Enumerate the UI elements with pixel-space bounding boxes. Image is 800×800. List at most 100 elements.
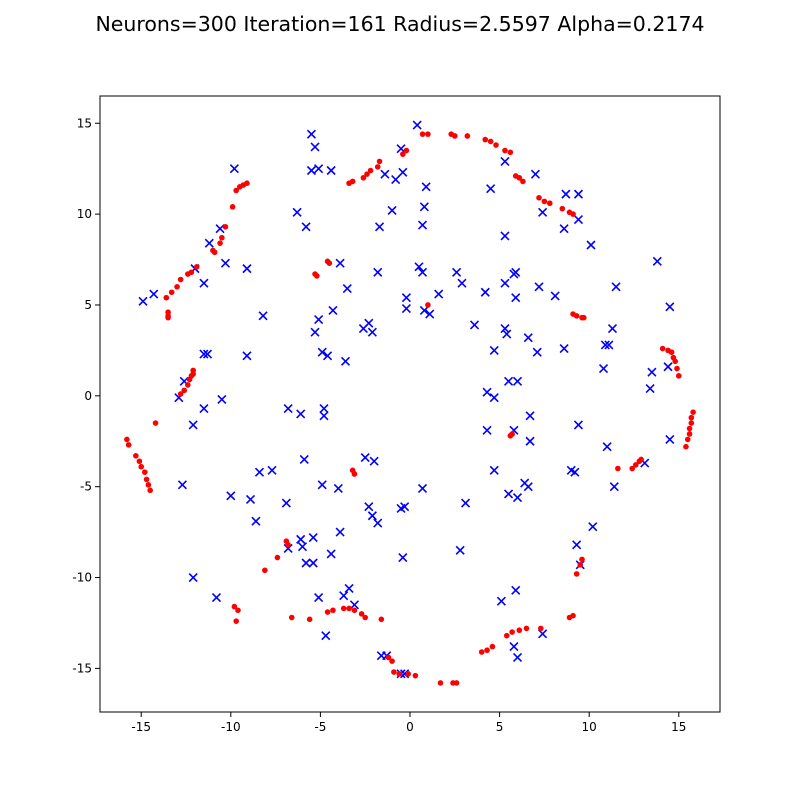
neuron-x-marker (373, 267, 383, 277)
neuron-x-marker (607, 324, 618, 334)
x-tick-label: 0 (406, 720, 414, 734)
neuron-x-marker (301, 558, 311, 568)
data-point-dot (165, 314, 171, 321)
neuron-x-marker (380, 169, 390, 179)
data-point-dot (683, 443, 689, 450)
neuron-x-marker (602, 442, 612, 452)
data-point-dot (672, 358, 679, 365)
data-point-dot (482, 136, 489, 143)
neuron-x-marker (525, 411, 535, 421)
data-point-dot (453, 680, 460, 686)
data-point-dot (314, 273, 320, 279)
axes: -15 -10 -5 0 5 10 15 -15 -10 -5 0 5 10 15 (72, 116, 686, 734)
neuron-x-marker (299, 454, 309, 464)
neuron-x-marker (226, 491, 236, 501)
data-point-dot (262, 567, 268, 574)
neuron-x-marker (500, 231, 510, 241)
neuron-x-marker (500, 324, 510, 334)
neuron-x-marker (500, 278, 510, 288)
plot-marks (124, 120, 696, 686)
data-point-dot (231, 603, 238, 610)
x-tick-label: 15 (671, 720, 686, 734)
neuron-x-marker (254, 467, 265, 477)
data-point-dot (478, 649, 485, 655)
neuron-x-marker (525, 436, 535, 446)
neuron-x-marker (177, 480, 187, 490)
data-point-dot (351, 471, 358, 477)
neuron-x-marker (573, 420, 584, 430)
data-point-dot (419, 131, 426, 137)
data-point-dot (489, 643, 496, 650)
neuron-x-marker (598, 364, 609, 374)
data-point-dot (536, 194, 542, 201)
neuron-x-marker (665, 302, 675, 312)
neuron-x-marker (149, 289, 159, 299)
data-point-dot (324, 609, 331, 615)
neuron-x-marker (319, 411, 329, 421)
neuron-x-marker (400, 669, 410, 679)
data-point-dot (546, 200, 553, 207)
data-point-dot (222, 224, 229, 230)
neuron-x-marker (391, 175, 401, 185)
data-point-dot (493, 142, 499, 148)
data-point-dot (210, 247, 216, 254)
neuron-x-marker (417, 267, 428, 277)
data-point-dot (684, 436, 691, 443)
neuron-x-marker (503, 376, 514, 386)
neuron-x-marker (398, 167, 408, 177)
data-point-dot (405, 671, 412, 677)
neuron-x-marker (188, 572, 198, 583)
neuron-x-marker (588, 522, 598, 532)
data-point-dot (174, 283, 180, 290)
neuron-x-marker (328, 305, 338, 315)
neuron-x-marker (199, 403, 209, 414)
neuron-x-marker (267, 465, 277, 475)
data-point-dot (507, 149, 514, 156)
neuron-x-marker (570, 467, 580, 477)
neuron-x-marker (306, 165, 317, 176)
neuron-x-marker (496, 596, 506, 606)
data-point-dot (185, 271, 191, 277)
neuron-x-marker (296, 409, 306, 419)
neuron-x-marker (538, 629, 548, 639)
neuron-x-marker (480, 287, 490, 297)
data-point-dot (340, 605, 347, 612)
neuron-x-marker (242, 351, 252, 361)
data-point-dot (503, 632, 510, 639)
neuron-x-marker (534, 282, 544, 292)
data-point-dot (330, 607, 336, 614)
data-point-dot (638, 456, 644, 463)
data-point-dot (437, 680, 444, 686)
neuron-x-marker (489, 465, 499, 475)
data-point-dot (346, 605, 352, 612)
data-point-dot (274, 554, 281, 561)
neuron-x-marker (335, 258, 345, 268)
data-point-dot (219, 234, 225, 241)
neuron-x-marker (251, 516, 261, 526)
data-point-dot (632, 462, 639, 468)
neuron-x-marker (367, 327, 377, 337)
data-point-dot (686, 431, 693, 437)
neuron-x-marker (500, 156, 510, 166)
data-point-dot (362, 614, 369, 621)
data-point-dot (378, 616, 385, 623)
neuron-x-marker (457, 278, 467, 288)
data-point-dot (581, 314, 587, 321)
neuron-x-marker (314, 314, 324, 325)
neuron-x-marker (419, 202, 429, 212)
data-point-dot (233, 618, 239, 624)
neuron-x-marker (573, 214, 584, 225)
data-point-dot (143, 476, 150, 483)
neuron-x-marker (452, 267, 462, 277)
neuron-x-marker (258, 311, 268, 321)
data-point-dot (358, 611, 365, 617)
data-point-dot (688, 420, 695, 426)
data-point-dot (686, 425, 693, 432)
neuron-x-marker (310, 142, 320, 152)
neuron-x-marker (199, 349, 209, 359)
neuron-x-marker (339, 591, 349, 601)
neuron-x-marker (611, 282, 621, 292)
neuron-x-marker (360, 453, 370, 463)
data-point-dot (389, 658, 395, 664)
